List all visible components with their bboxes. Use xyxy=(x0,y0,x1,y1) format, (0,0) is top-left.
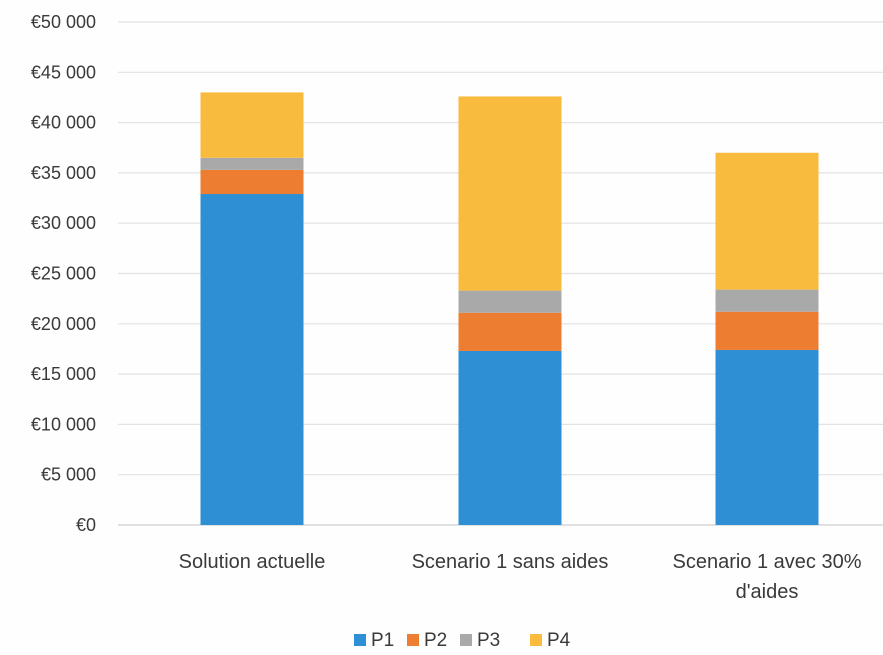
y-tick-label: €40 000 xyxy=(31,113,96,133)
bar-segment-p4 xyxy=(715,152,819,290)
y-tick-label: €50 000 xyxy=(31,12,96,32)
y-tick-label: €30 000 xyxy=(31,213,96,233)
legend-label: P3 xyxy=(477,630,500,651)
y-tick-label: €5 000 xyxy=(41,465,96,485)
legend-label: P4 xyxy=(547,630,571,651)
bar-segment-p2 xyxy=(200,169,304,195)
legend-swatch xyxy=(354,634,366,646)
x-category-label: Scenario 1 avec 30% xyxy=(672,551,861,573)
legend-item-p3: P3 xyxy=(460,630,500,651)
x-category-label: Scenario 1 sans aides xyxy=(412,551,609,573)
bars xyxy=(200,92,819,525)
bar-segment-p1 xyxy=(200,194,304,525)
legend-item-p1: P1 xyxy=(354,630,394,651)
bar-segment-p4 xyxy=(458,96,562,291)
y-tick-label: €10 000 xyxy=(31,414,96,434)
bar-segment-p3 xyxy=(200,157,304,170)
legend-label: P1 xyxy=(371,630,394,651)
y-tick-label: €20 000 xyxy=(31,314,96,334)
bar-segment-p2 xyxy=(715,311,819,350)
y-tick-label: €35 000 xyxy=(31,163,96,183)
x-category-label: Solution actuelle xyxy=(179,551,326,573)
bar-segment-p4 xyxy=(200,92,304,158)
y-axis-tick-labels: €0 €5 000 €10 000 €15 000 €20 000 €25 000 €30 … xyxy=(31,12,96,535)
y-tick-label: €25 000 xyxy=(31,264,96,284)
bar-segment-p3 xyxy=(458,290,562,313)
bar-segment-p1 xyxy=(458,350,562,525)
y-tick-label: €45 000 xyxy=(31,62,96,82)
legend: P1 P2 P3 P4 xyxy=(354,630,571,651)
x-category-label: d'aides xyxy=(736,581,799,603)
y-tick-label: €15 000 xyxy=(31,364,96,384)
bar-segment-p1 xyxy=(715,349,819,525)
legend-item-p4: P4 xyxy=(530,630,571,651)
bar-segment-p3 xyxy=(715,289,819,312)
legend-swatch xyxy=(407,634,419,646)
y-tick-label: €0 xyxy=(76,515,96,535)
legend-swatch xyxy=(460,634,472,646)
legend-item-p2: P2 xyxy=(407,630,447,651)
legend-label: P2 xyxy=(424,630,447,651)
x-axis-category-labels: Solution actuelle Scenario 1 sans aides Sc… xyxy=(179,551,862,603)
bar-segment-p2 xyxy=(458,312,562,351)
legend-swatch xyxy=(530,634,542,646)
